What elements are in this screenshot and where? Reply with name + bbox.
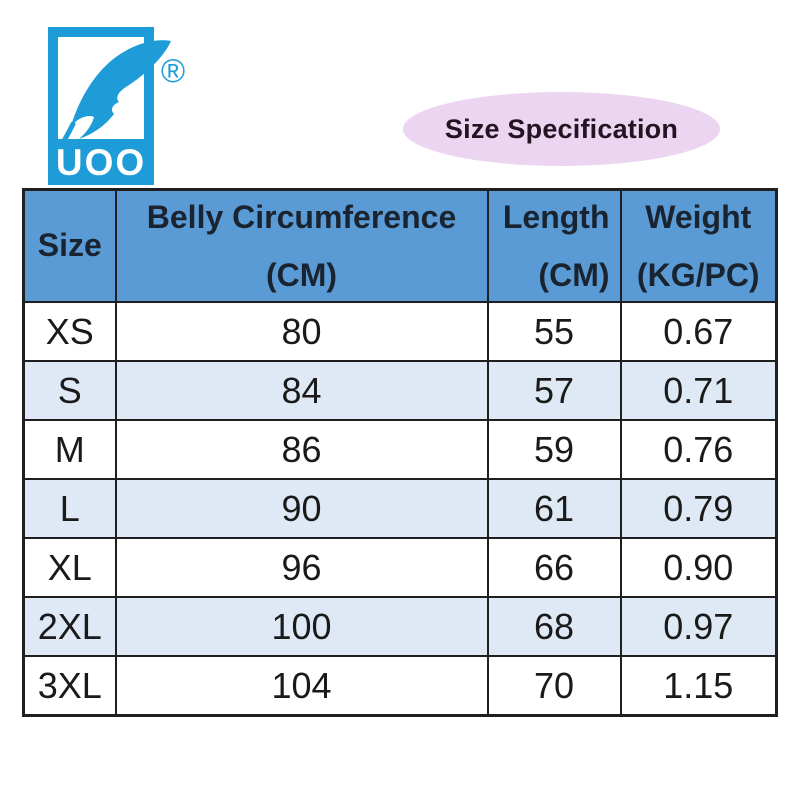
table-row: M 86 59 0.76 [22,419,778,480]
cell-belly: 96 [114,537,489,598]
cell-weight: 0.97 [619,596,778,657]
banner-label: Size Specification [444,113,679,144]
cell-length: 68 [486,596,622,657]
size-specification-banner: Size Specification [403,92,720,166]
header-weight-unit: (KG/PC) [636,257,760,294]
brand-logo: UOO ® [44,24,194,188]
header-size-label: Size [37,227,102,264]
cell-weight: 0.90 [619,537,778,598]
cell-belly: 80 [114,301,489,362]
cell-weight: 0.71 [619,360,778,421]
cell-belly: 90 [114,478,489,539]
cell-length: 57 [486,360,622,421]
brand-logo-graphic: UOO ® [48,27,185,185]
col-header-size: Size [22,188,117,303]
cell-size: L [22,478,117,539]
cell-belly: 100 [114,596,489,657]
cell-length: 70 [486,655,622,717]
cell-weight: 1.15 [619,655,778,717]
table-row: XL 96 66 0.90 [22,537,778,598]
header-length-unit: (CM) [538,257,610,294]
registered-trademark-icon: ® [161,52,185,89]
table-row: 3XL 104 70 1.15 [22,655,778,717]
size-chart-table: Size Belly Circumference (CM) Length (CM… [22,188,778,717]
table-body: XS 80 55 0.67 S 84 57 0.71 M 86 59 0.76 … [22,301,778,717]
cell-length: 61 [486,478,622,539]
feather-stem [52,121,76,159]
cell-length: 59 [486,419,622,480]
cell-belly: 86 [114,419,489,480]
cell-weight: 0.67 [619,301,778,362]
cell-weight: 0.76 [619,419,778,480]
cell-belly: 84 [114,360,489,421]
table-header: Size Belly Circumference (CM) Length (CM… [22,188,778,303]
header-belly-label: Belly Circumference [146,199,457,235]
table-row: 2XL 100 68 0.97 [22,596,778,657]
cell-size: M [22,419,117,480]
header-belly-unit: (CM) [265,257,338,294]
table-row: S 84 57 0.71 [22,360,778,421]
col-header-belly-circumference: Belly Circumference (CM) [114,188,489,303]
cell-length: 66 [486,537,622,598]
table-row: L 90 61 0.79 [22,478,778,539]
cell-size: S [22,360,117,421]
col-header-length: Length (CM) [486,188,622,303]
header-weight-label: Weight [645,199,752,235]
table-row: XS 80 55 0.67 [22,301,778,362]
header-row: Size Belly Circumference (CM) Length (CM… [22,188,778,303]
cell-size: 2XL [22,596,117,657]
header-length-label: Length [502,199,610,235]
cell-belly: 104 [114,655,489,717]
cell-length: 55 [486,301,622,362]
cell-weight: 0.79 [619,478,778,539]
cell-size: XS [22,301,117,362]
logo-wordmark: UOO [56,142,146,183]
col-header-weight: Weight (KG/PC) [619,188,778,303]
cell-size: XL [22,537,117,598]
cell-size: 3XL [22,655,117,717]
feather-icon [71,40,171,139]
